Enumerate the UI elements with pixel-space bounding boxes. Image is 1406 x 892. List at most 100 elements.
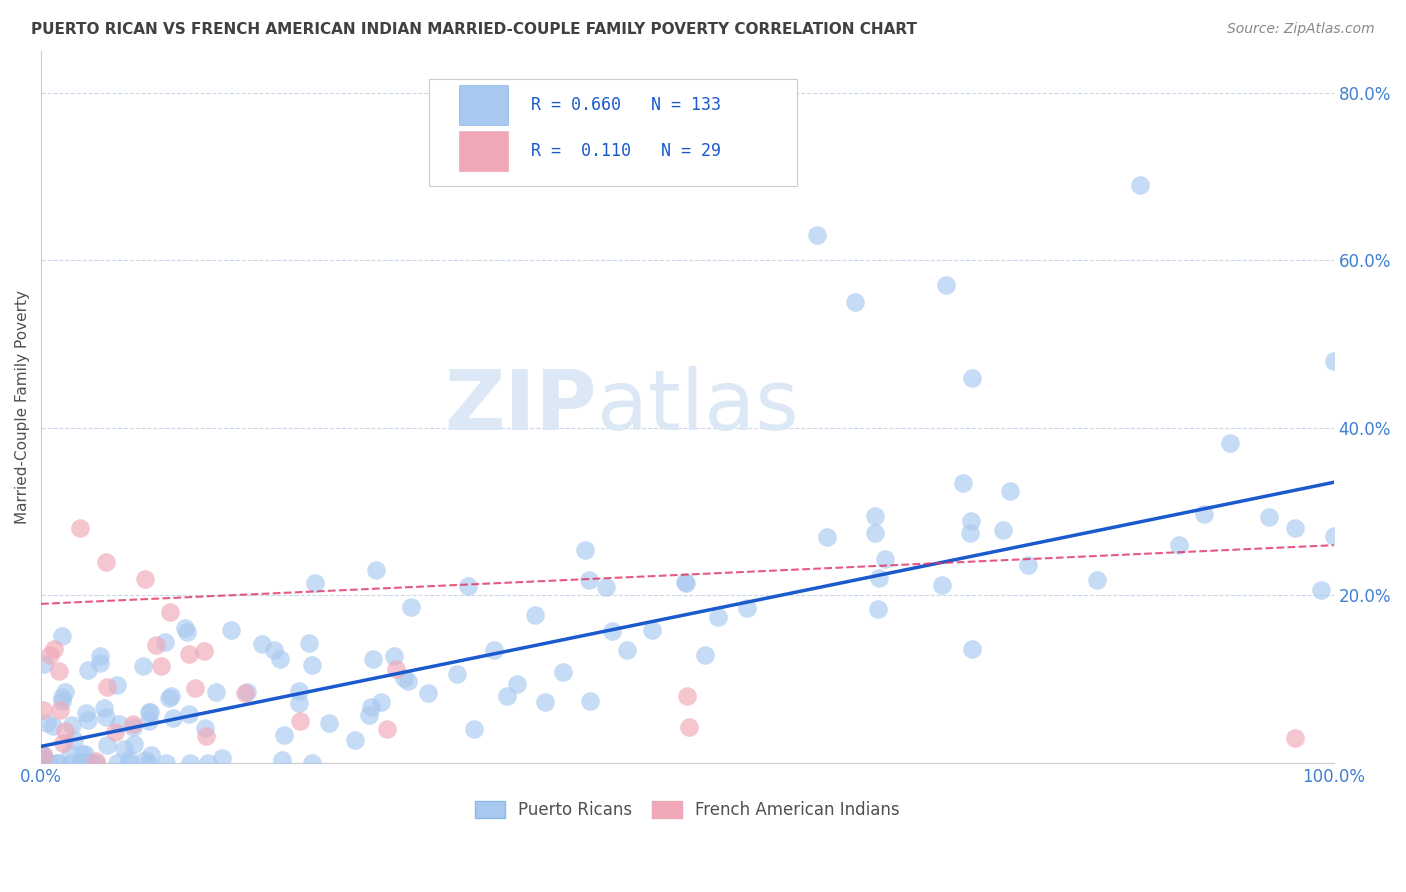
Point (84, 754, 107, 768)
Point (179, 647, 201, 661)
Point (457, 579, 479, 593)
Point (179, 756, 201, 771)
Point (382, 649, 405, 664)
Point (51, 690, 73, 704)
Point (176, 625, 198, 640)
Point (446, 667, 468, 681)
Point (59, 747, 82, 762)
Point (96, 738, 118, 752)
Point (122, 720, 145, 734)
Point (93, 700, 115, 714)
Point (32, 749, 55, 764)
Point (235, 685, 257, 699)
Point (1085, 573, 1108, 587)
Point (108, 717, 131, 731)
Point (77, 663, 100, 677)
Point (121, 716, 143, 731)
Point (288, 696, 311, 710)
Point (31, 756, 53, 771)
Point (76, 756, 98, 771)
Point (204, 685, 226, 699)
Point (35, 715, 58, 730)
Point (235, 685, 257, 699)
Point (184, 681, 207, 695)
Point (42, 641, 65, 656)
FancyBboxPatch shape (458, 86, 508, 125)
Point (418, 686, 440, 700)
Point (51, 694, 73, 708)
Point (578, 573, 600, 587)
Point (706, 610, 728, 624)
Point (366, 563, 388, 577)
Point (375, 722, 398, 736)
Point (875, 551, 897, 566)
Point (1284, 731, 1306, 745)
Point (45, 756, 67, 771)
Point (75, 706, 97, 721)
Point (55, 685, 77, 699)
Point (48, 664, 70, 678)
Point (122, 737, 145, 751)
Point (991, 523, 1014, 537)
Point (159, 689, 181, 703)
Text: R = 0.660   N = 133: R = 0.660 N = 133 (531, 96, 721, 114)
Point (385, 662, 408, 676)
Point (273, 728, 295, 742)
Text: R =  0.110   N = 29: R = 0.110 N = 29 (531, 142, 721, 160)
Text: atlas: atlas (598, 367, 799, 448)
Point (138, 714, 160, 729)
Point (39, 648, 62, 662)
Text: PUERTO RICAN VS FRENCH AMERICAN INDIAN MARRIED-COUPLE FAMILY POVERTY CORRELATION: PUERTO RICAN VS FRENCH AMERICAN INDIAN M… (31, 22, 917, 37)
Point (1258, 510, 1281, 524)
Point (84, 756, 107, 771)
Point (394, 671, 416, 685)
Point (118, 756, 141, 771)
Point (60, 756, 83, 771)
Point (602, 624, 624, 639)
Point (32, 756, 55, 771)
Point (641, 623, 664, 637)
Point (145, 638, 167, 652)
Point (506, 677, 529, 691)
Point (94, 555, 117, 569)
Point (211, 751, 233, 765)
Point (270, 753, 292, 767)
Point (89, 649, 111, 664)
Point (194, 729, 217, 743)
Point (136, 756, 159, 771)
Point (960, 370, 983, 384)
Point (46, 756, 69, 771)
Point (693, 648, 716, 663)
Point (118, 752, 141, 766)
Point (52, 736, 75, 750)
Point (75, 756, 97, 771)
Point (72, 747, 94, 761)
Point (32, 753, 55, 767)
Point (1017, 558, 1039, 572)
Point (1309, 582, 1331, 597)
Point (865, 509, 887, 524)
Point (38, 756, 60, 771)
Point (304, 576, 326, 591)
Point (193, 644, 215, 658)
Point (32, 747, 55, 762)
Point (865, 525, 887, 540)
Point (959, 526, 981, 541)
Point (219, 623, 242, 637)
Point (678, 720, 700, 734)
Point (1284, 521, 1306, 535)
Point (96, 680, 118, 694)
Point (134, 572, 156, 586)
Point (495, 689, 517, 703)
Point (357, 708, 380, 723)
FancyBboxPatch shape (458, 131, 508, 170)
Point (134, 753, 156, 767)
Point (155, 756, 177, 771)
Point (343, 733, 366, 747)
Point (817, 530, 839, 544)
Point (252, 637, 274, 651)
Point (112, 742, 135, 756)
Point (94, 710, 117, 724)
Point (288, 714, 311, 729)
Point (301, 756, 323, 771)
